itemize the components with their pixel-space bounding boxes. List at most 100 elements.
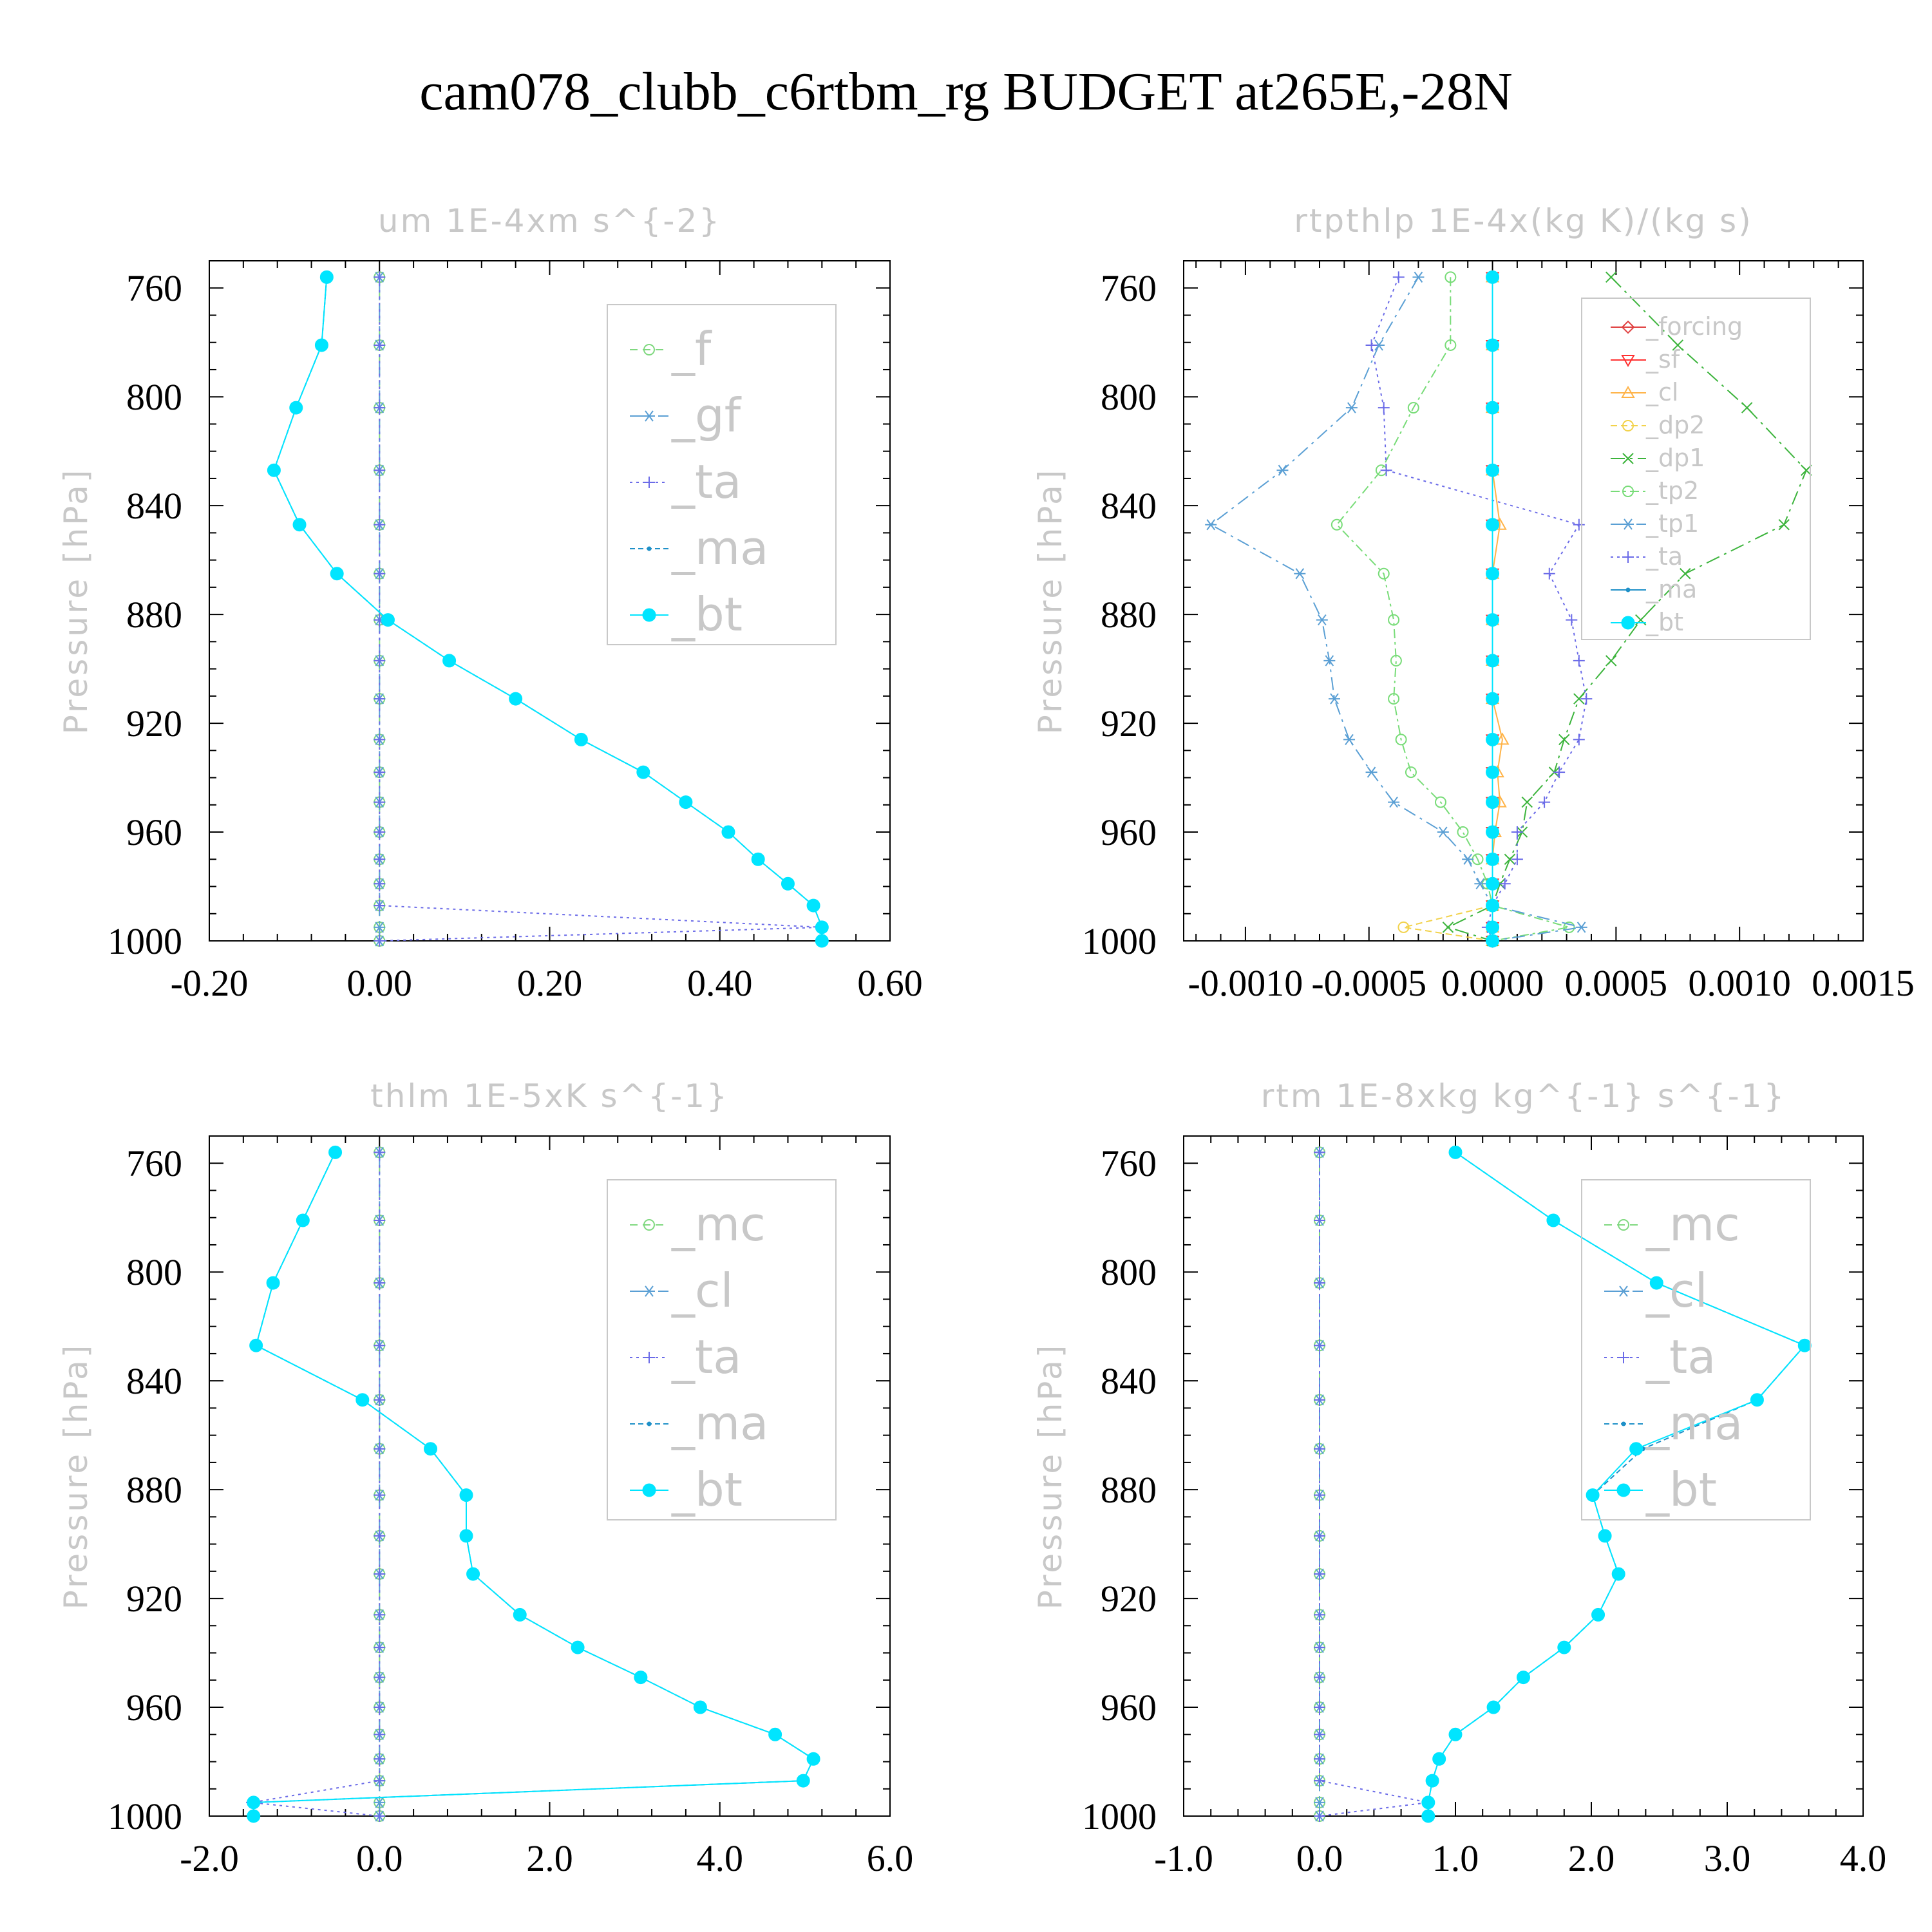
x-tick-label: 0.0015: [1812, 962, 1915, 1004]
y-tick-label: 800: [1101, 1251, 1157, 1293]
series-ta-point: [374, 1609, 386, 1621]
series-ta-point: [1314, 1340, 1325, 1352]
x-tick-label: 0.00: [347, 962, 413, 1004]
legend-point: [642, 1483, 656, 1497]
legend-label: _cl: [1645, 378, 1678, 406]
x-tick-label: 0.0: [1296, 1837, 1343, 1879]
legend-point: [1616, 1483, 1631, 1497]
series-cl-point: [1495, 732, 1510, 745]
legend-point: [1618, 1219, 1629, 1231]
y-tick-label: 840: [1101, 1360, 1157, 1402]
series-bt: [267, 270, 829, 948]
y-tick-label: 760: [1101, 1142, 1157, 1184]
legend-point: [647, 1421, 652, 1426]
y-tick-label: 1000: [1082, 920, 1157, 962]
y-axis-label: Pressure [hPa]: [57, 468, 95, 735]
series-bt-point: [574, 732, 588, 746]
series-line: [1336, 277, 1569, 942]
x-tick-label: 0.0000: [1441, 962, 1544, 1004]
series-ta-point: [374, 1277, 386, 1289]
series-ta-point: [1314, 1642, 1325, 1654]
series-bt: [247, 1145, 820, 1823]
series-bt-point: [328, 1145, 343, 1159]
series-bt-point: [459, 1529, 473, 1543]
series-line: [1492, 277, 1503, 941]
legend: _mc _cl _ta _ma _bt: [1581, 1179, 1811, 1520]
series-ta-point: [374, 464, 386, 477]
legend-point: [1621, 616, 1635, 630]
legend-label: _dp1: [1645, 444, 1705, 472]
legend-point: [642, 608, 656, 622]
figure-title: cam078_clubb_c6rtbm_rg BUDGET at265E,-28…: [419, 62, 1513, 122]
series-bt-point: [571, 1640, 585, 1654]
x-tick-label: -0.0005: [1311, 962, 1426, 1004]
series-ta-point: [1314, 1728, 1325, 1741]
series-bt-point: [247, 1809, 261, 1823]
x-tick-label: 0.0: [356, 1837, 403, 1879]
legend-point: [1618, 1352, 1629, 1363]
y-tick-label: 840: [1101, 485, 1157, 527]
series-tp1-point: [1437, 826, 1449, 838]
series-bt-point: [1432, 1752, 1446, 1766]
series-bt-point: [1486, 270, 1500, 284]
y-tick-label: 880: [126, 594, 182, 636]
series-tp1-point: [1205, 519, 1217, 531]
series-ta-point: [374, 402, 386, 414]
y-tick-label: 800: [126, 376, 182, 418]
series-tp1-point: [1365, 766, 1378, 778]
legend-label: _gf: [671, 388, 742, 442]
x-tick-label: 0.0005: [1565, 962, 1668, 1004]
y-tick-label: 760: [126, 267, 182, 309]
x-tick-label: -0.0010: [1188, 962, 1303, 1004]
series-line: [1427, 1151, 1806, 1816]
series-dp1-point: [1521, 796, 1533, 808]
series-ta-point: [1314, 1568, 1325, 1580]
legend: _forcing _sf _cl _dp2 _dp1 _tp2 _tp1 _ta _ma _bt: [1581, 298, 1811, 640]
series-ta-point: [1314, 1701, 1325, 1714]
series-ta-point: [1378, 402, 1390, 414]
series-bt-point: [1546, 1213, 1560, 1227]
y-tick-label: 880: [1101, 1469, 1157, 1511]
x-tick-label: 0.40: [687, 962, 753, 1004]
series-bt-point: [1486, 401, 1500, 415]
series-line: [1403, 277, 1493, 942]
legend-label: _ta: [1645, 1330, 1716, 1384]
legend-point: [643, 410, 655, 422]
series-ta-point: [374, 1753, 386, 1765]
series-ta-point: [374, 567, 386, 580]
x-tick-label: 4.0: [1840, 1837, 1887, 1879]
series-bt-point: [1486, 876, 1500, 891]
series-bt-point: [1557, 1640, 1571, 1654]
series-ta-point: [1499, 878, 1511, 890]
legend-point: [1621, 355, 1635, 368]
y-tick-label: 920: [1101, 703, 1157, 744]
x-tick-label: 6.0: [867, 1837, 914, 1879]
series-ta-point: [1573, 654, 1585, 667]
legend-label: _bt: [671, 1463, 743, 1517]
series-tp2-point: [1434, 796, 1446, 808]
series-bt-point: [1486, 567, 1500, 581]
series-ta: [1365, 271, 1593, 947]
series-bt-point: [381, 613, 395, 627]
legend-point: [1622, 518, 1634, 530]
y-tick-label: 880: [126, 1469, 182, 1511]
series-line: [251, 1152, 381, 1817]
series-bt-point: [1486, 825, 1500, 839]
series-bt-point: [815, 920, 829, 934]
series-bt-point: [1586, 1488, 1600, 1502]
series-bt-point: [1448, 1145, 1463, 1159]
series-ta-point: [1573, 734, 1585, 746]
series-ta-point: [374, 1671, 386, 1683]
panel-1: 760 800 840 880 920 960 1000-0.20 0.00 0.20 0.40 0…: [57, 202, 923, 1004]
series-bt-point: [1421, 1809, 1435, 1823]
series-ta-point: [374, 826, 386, 838]
series-bt-point: [693, 1700, 707, 1714]
series-bt-point: [296, 1213, 310, 1227]
y-tick-label: 800: [126, 1251, 182, 1293]
series-bt-point: [513, 1607, 527, 1622]
legend-label: _ma: [1645, 575, 1697, 603]
series-bt-point: [1486, 613, 1500, 627]
legend-label: _f: [671, 322, 712, 376]
legend-label: _ta: [671, 1330, 741, 1384]
series-tp2-point: [1388, 693, 1400, 705]
